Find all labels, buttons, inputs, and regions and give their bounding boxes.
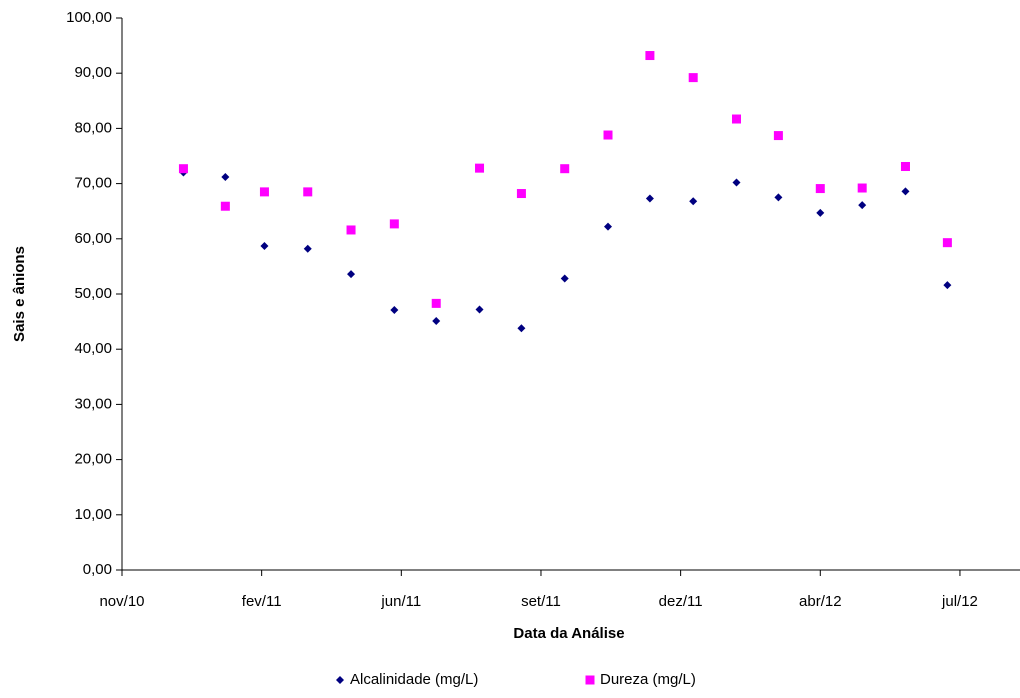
y-tick-label: 90,00: [74, 64, 112, 81]
data-point: [773, 131, 783, 141]
data-point: [774, 193, 783, 202]
legend-label: Alcalinidade (mg/L): [350, 671, 478, 688]
data-point: [220, 201, 230, 211]
data-point: [900, 161, 910, 171]
data-point: [178, 164, 188, 174]
data-point: [260, 241, 269, 250]
y-tick-label: 80,00: [74, 119, 112, 136]
y-tick-label: 60,00: [74, 230, 112, 247]
data-point: [603, 130, 613, 140]
legend-label: Dureza (mg/L): [600, 671, 696, 688]
data-point: [943, 281, 952, 290]
x-tick-label: fev/11: [242, 593, 282, 610]
data-point: [816, 208, 825, 217]
data-point: [475, 305, 484, 314]
data-point: [259, 187, 269, 197]
data-point: [390, 306, 399, 315]
data-point: [475, 163, 485, 173]
x-tick-label: jun/11: [380, 593, 421, 610]
data-point: [221, 172, 230, 181]
data-point: [303, 187, 313, 197]
y-tick-label: 30,00: [74, 395, 112, 412]
y-tick-label: 20,00: [74, 451, 112, 468]
x-axis-title: Data da Análise: [513, 625, 624, 642]
y-tick-label: 70,00: [74, 175, 112, 192]
data-point: [303, 244, 312, 253]
data-point: [645, 194, 654, 203]
data-point: [689, 197, 698, 206]
legend-marker: [336, 676, 344, 684]
data-point: [560, 274, 569, 283]
y-tick-label: 0,00: [83, 561, 112, 578]
data-point: [604, 222, 613, 231]
data-point: [389, 219, 399, 229]
data-point: [858, 201, 867, 210]
data-point: [731, 114, 741, 124]
data-point: [431, 298, 441, 308]
data-point: [347, 270, 356, 279]
data-point: [516, 189, 526, 199]
x-tick-label: nov/10: [99, 593, 144, 610]
y-tick-label: 10,00: [74, 506, 112, 523]
data-point: [732, 178, 741, 187]
x-tick-label: set/11: [521, 593, 561, 610]
data-point: [432, 317, 441, 326]
data-point: [942, 238, 952, 248]
x-tick-label: abr/12: [799, 593, 842, 610]
x-tick-label: dez/11: [659, 593, 703, 610]
y-tick-label: 50,00: [74, 285, 112, 302]
data-point: [517, 324, 526, 333]
data-point: [645, 51, 655, 61]
data-point: [688, 73, 698, 83]
data-point: [560, 164, 570, 174]
y-axis-title: Sais e ânions: [11, 246, 28, 342]
y-tick-label: 40,00: [74, 340, 112, 357]
data-point: [857, 183, 867, 193]
legend-marker: [585, 675, 595, 685]
data-point: [815, 184, 825, 194]
data-point: [346, 225, 356, 235]
x-tick-label: jul/12: [941, 593, 978, 610]
data-point: [901, 187, 910, 196]
y-tick-label: 100,00: [66, 9, 112, 26]
